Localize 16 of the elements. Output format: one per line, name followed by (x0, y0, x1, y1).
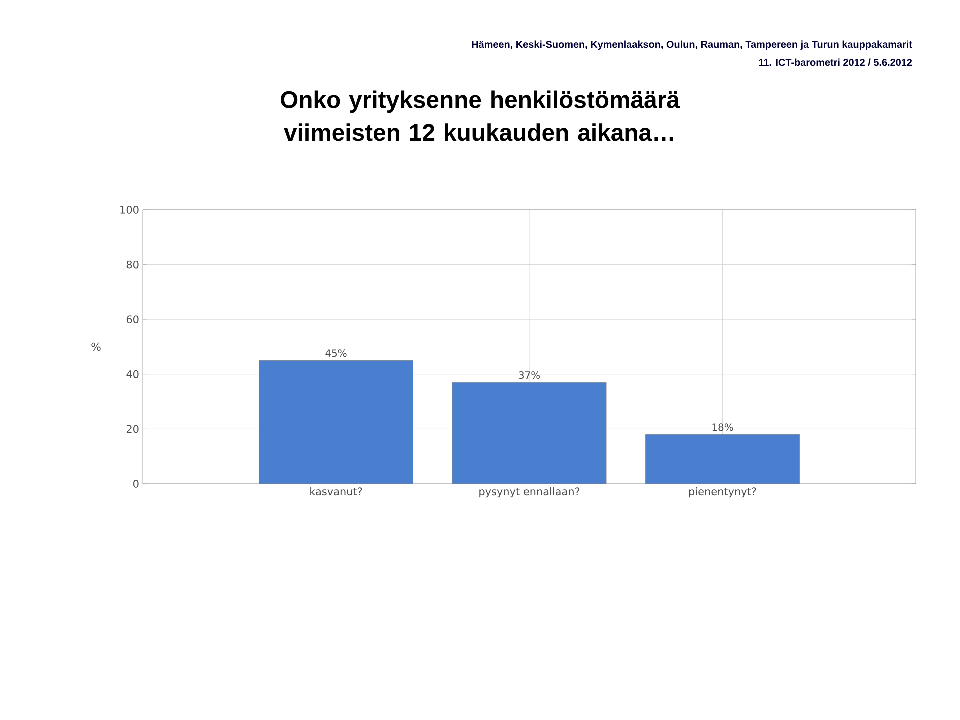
x-tick-label: kasvanut? (310, 488, 362, 496)
chart-title: Onko yrityksenne henkilöstömäärä viimeisten 12 kuukauden aikana… (281, 90, 680, 142)
y-tick-label: 60 (126, 316, 139, 324)
y-tick-label: 40 (126, 370, 139, 378)
text: 11. ICT-barometri 2012 / 5.6.2012 (759, 58, 912, 66)
y-axis-title: % (92, 342, 101, 352)
text: Hämeen, Keski-Suomen, Kymenlaakson, Oulun, Rauman, Tampereen ja Turun kauppakamarit (472, 40, 912, 50)
y-tick-label: 20 (126, 425, 139, 434)
y-tick-label: 80 (126, 260, 139, 269)
y-tick-label: 100 (120, 206, 139, 214)
data-label: 37% (519, 372, 540, 380)
x-tick-label: pienentynyt? (689, 488, 756, 498)
y-tick-label: 0 (134, 480, 139, 488)
data-label: 45% (326, 350, 347, 358)
data-label: 18% (712, 424, 734, 432)
x-tick-label: pysynyt ennallaan? (480, 488, 580, 498)
